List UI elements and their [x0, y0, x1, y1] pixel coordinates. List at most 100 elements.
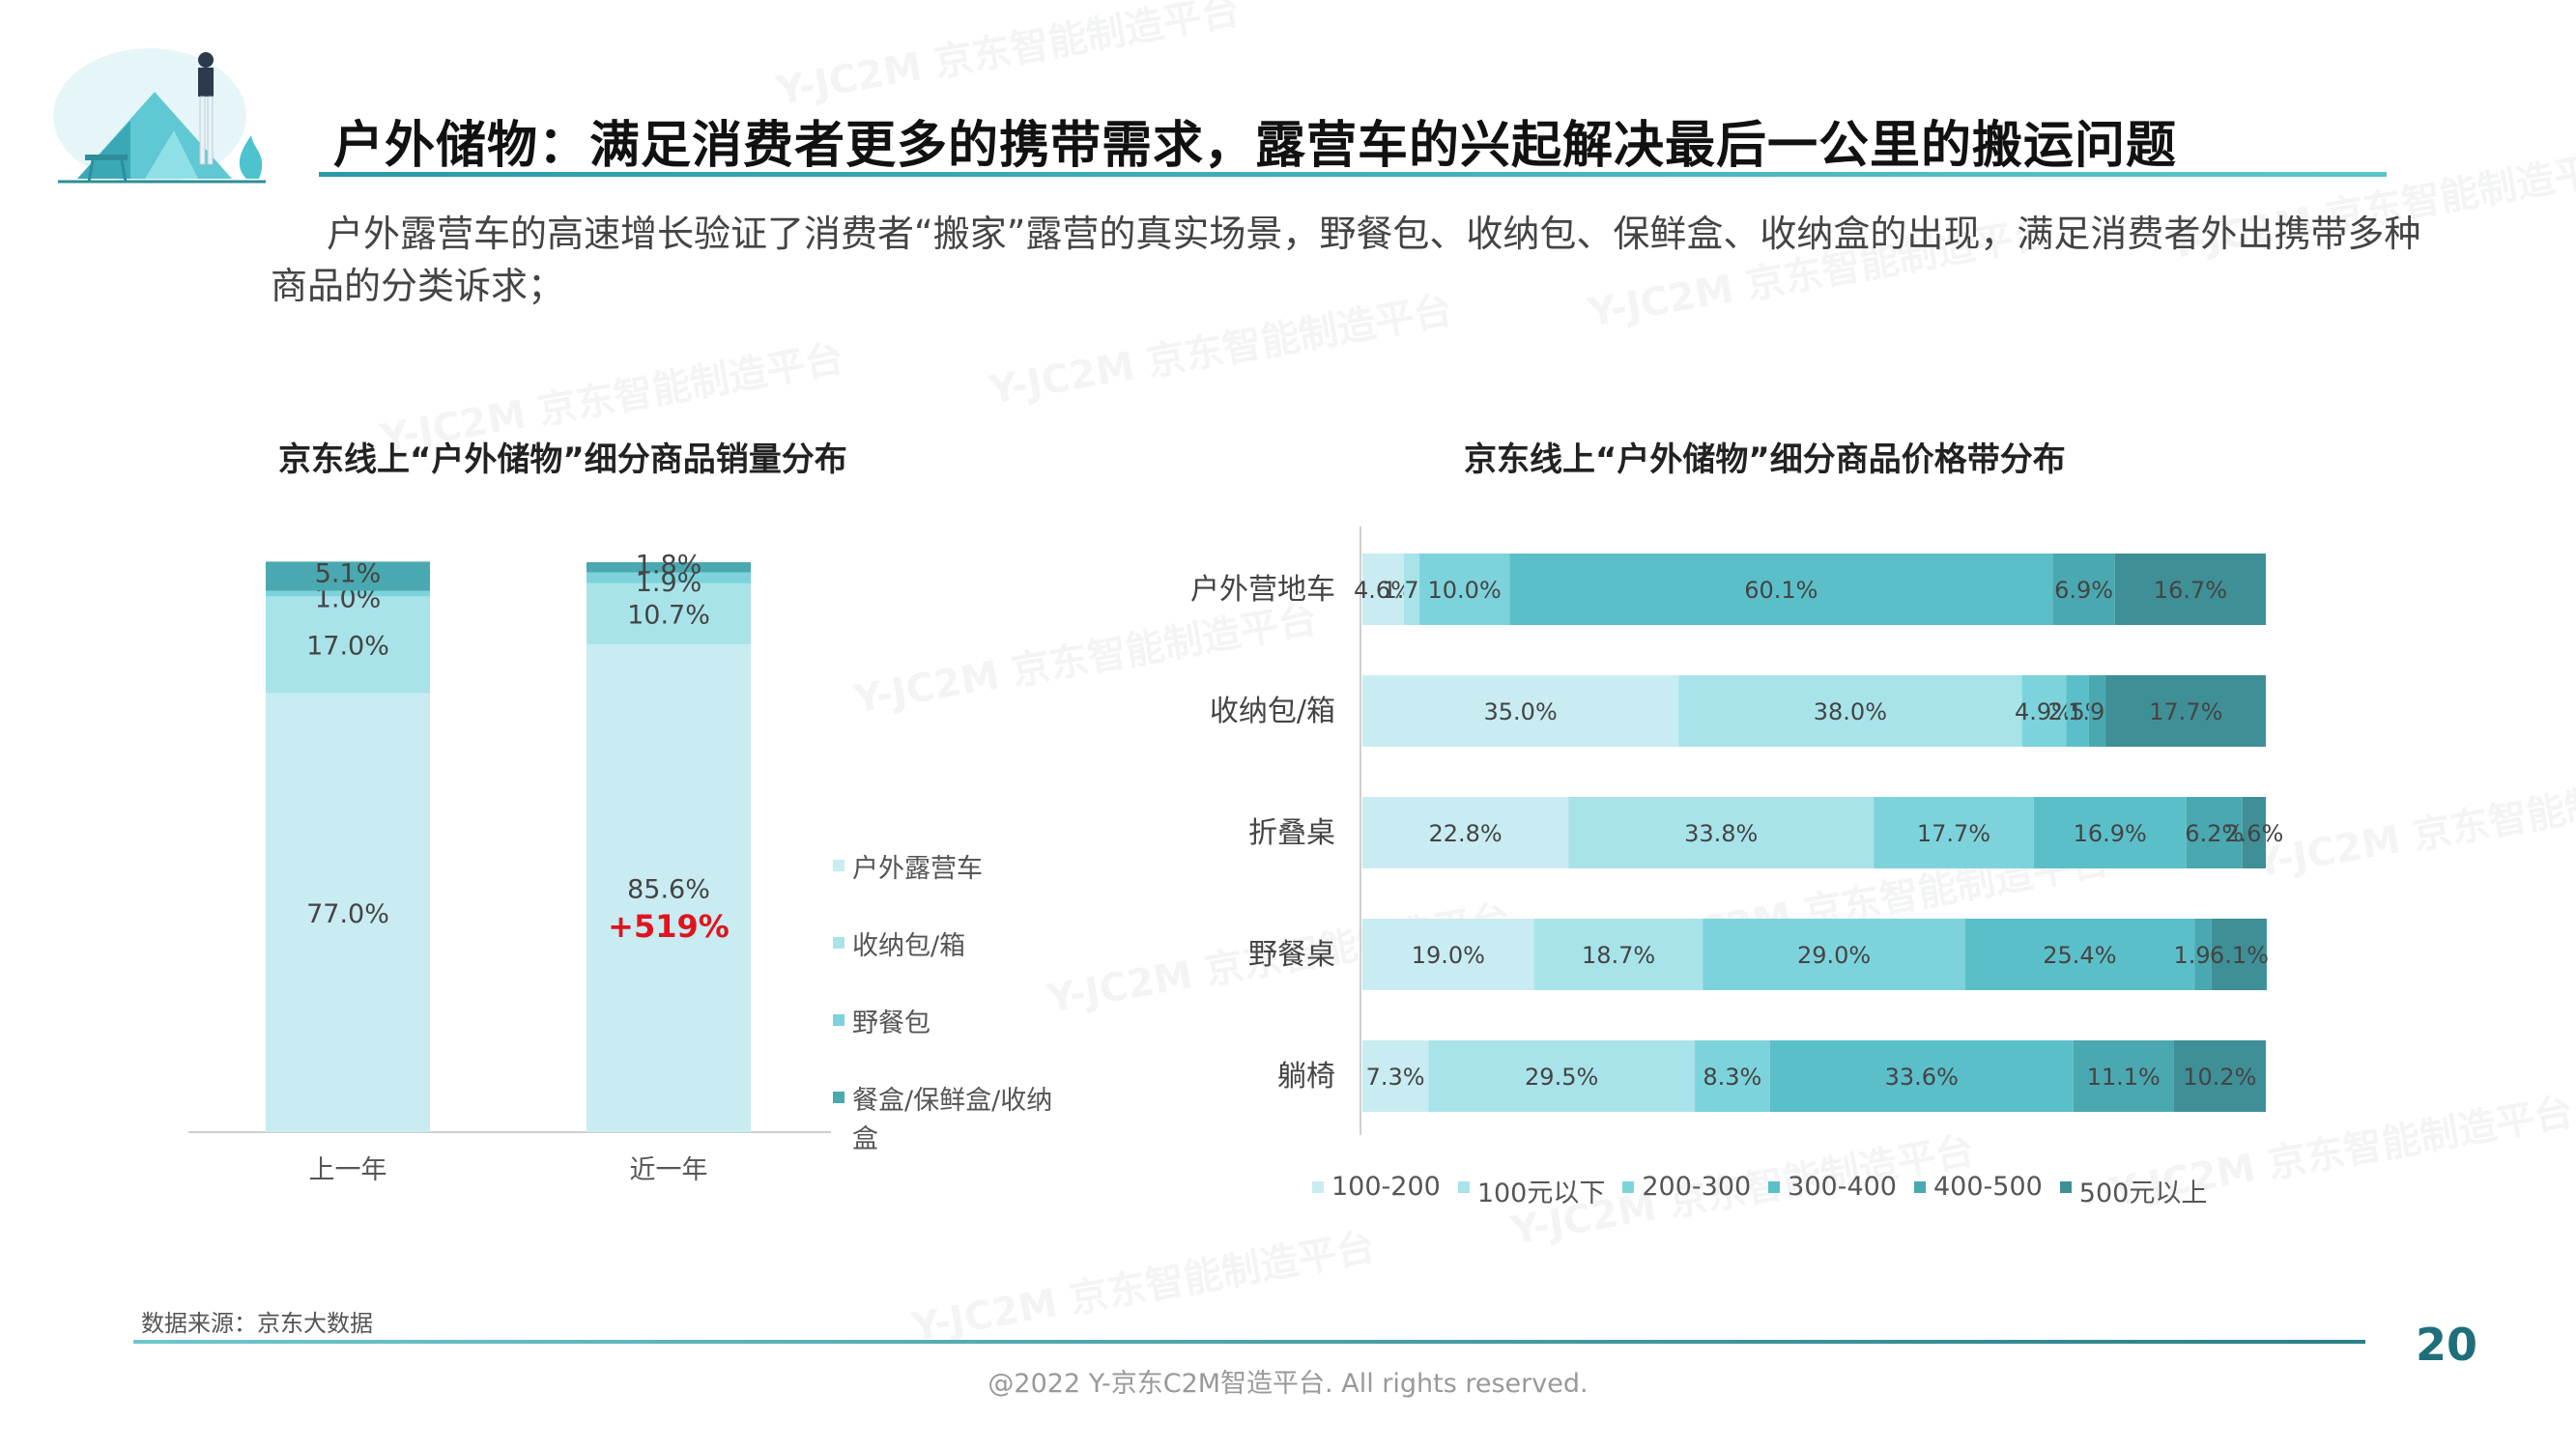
bar-segment: [1695, 1040, 1770, 1112]
bar-segment: [1874, 797, 2034, 868]
intro-paragraph: 户外露营车的高速增长验证了消费者“搬家”露营的真实场景，野餐包、收纳包、保鲜盒、…: [271, 213, 2421, 307]
legend-swatch: [1457, 1181, 1470, 1193]
data-label: 11.1%: [2087, 1064, 2161, 1091]
legend-item: 餐盒/保鲜盒/收纳盒: [833, 1082, 1065, 1159]
data-label: 4.9%: [2015, 698, 2074, 725]
left-chart-legend: 户外露营车 收纳包/箱 野餐包 餐盒/保鲜盒/收纳盒: [833, 850, 1065, 1198]
legend-swatch: [833, 1092, 844, 1103]
data-label: 19.0%: [1412, 942, 1485, 969]
x-tick-label: 近一年: [630, 1155, 708, 1185]
bar-segment: [587, 572, 751, 583]
data-label: 6.1%: [2210, 942, 2269, 969]
bar-segment: [266, 596, 430, 694]
data-label: 17.0%: [306, 632, 389, 662]
bar-segment: [2173, 1040, 2266, 1112]
data-label: 22.8%: [1428, 820, 1502, 847]
legend-label: 餐盒/保鲜盒/收纳盒: [852, 1086, 1053, 1154]
y-tick-label: 躺椅: [1277, 1060, 1335, 1094]
data-label: 25.4%: [2043, 942, 2116, 969]
data-label: 60.1%: [1744, 577, 1818, 604]
data-label: 77.0%: [306, 899, 389, 929]
bar-segment: [1362, 675, 1679, 747]
camping-illustration-icon: [53, 48, 266, 184]
bar-segment: [2033, 797, 2187, 868]
page-title: 户外储物：满足消费者更多的携带需求，露营车的兴起解决最后一公里的搬运问题: [333, 117, 2178, 175]
legend-item: 100-200: [1312, 1172, 1441, 1209]
watermark-text: Y-JC2M 京东智能制造平台: [773, 0, 1244, 114]
bar-segment: [2073, 1040, 2174, 1112]
bar-segment: [2105, 675, 2266, 747]
right-chart-title: 京东线上“户外储物”细分商品价格带分布: [1464, 440, 2066, 479]
legend-label: 200-300: [1642, 1172, 1752, 1202]
data-label: 35.0%: [1484, 698, 1558, 725]
page-number: 20: [2416, 1319, 2478, 1371]
legend-label: 100-200: [1331, 1172, 1441, 1202]
data-source-note: 数据来源：京东大数据: [141, 1310, 373, 1337]
legend-item: 100元以下: [1457, 1172, 1606, 1209]
bar-segment: [1428, 1040, 1696, 1112]
bar-segment: [266, 590, 430, 597]
bar-segment: [1404, 554, 1419, 625]
legend-item: 300-400: [1768, 1172, 1897, 1209]
data-label: 18.7%: [1582, 942, 1655, 969]
legend-swatch: [1768, 1181, 1781, 1193]
title-underline: [319, 172, 2387, 177]
bar-segment: [1418, 554, 1510, 625]
data-label: 8.3%: [1703, 1064, 1761, 1091]
data-label: 29.5%: [1525, 1064, 1598, 1091]
legend-swatch: [1622, 1181, 1635, 1193]
bar-segment: [1769, 1040, 2074, 1112]
left-chart-title: 京东线上“户外储物”细分商品销量分布: [278, 440, 847, 479]
legend-item: 400-500: [1913, 1172, 2043, 1209]
bar-segment: [1964, 919, 2195, 990]
data-label: 10.0%: [1428, 577, 1502, 604]
data-label: 16.7%: [2154, 577, 2227, 604]
watermark-text: Y-JC2M 京东智能制造平台: [908, 1225, 1379, 1350]
data-label: 16.9%: [2074, 820, 2147, 847]
bar-segment: [1703, 919, 1965, 990]
data-label: 17.7%: [2149, 698, 2222, 725]
bar-segment: [266, 693, 430, 1132]
legend-swatch: [833, 937, 844, 949]
data-label: 5.1%: [315, 558, 382, 588]
copyright-text: @2022 Y-京东C2M智造平台. All rights reserved.: [987, 1369, 1589, 1399]
legend-swatch: [2059, 1181, 2072, 1193]
bar-segment: [1568, 797, 1875, 868]
right-chart-legend: 100-200 100元以下 200-300 300-400 400-500 5…: [1312, 1172, 2207, 1209]
bar-segment: [587, 562, 751, 573]
data-label: 38.0%: [1814, 698, 1887, 725]
data-label: 29.0%: [1797, 942, 1871, 969]
legend-label: 400-500: [1932, 1172, 2043, 1202]
left-stacked-column-chart: 77.0%17.0%1.0%5.1%上一年85.6%10.7%1.9%1.8%近…: [188, 551, 831, 1185]
bar-segment: [2114, 554, 2266, 625]
y-tick-label: 收纳包/箱: [1210, 695, 1335, 728]
legend-label: 100元以下: [1476, 1179, 1606, 1208]
right-stacked-bar-chart: 户外营地车 4.6%1.7%10.0% 60.1% 6.9% 16.7%收纳包/箱 35.…: [1190, 526, 2283, 1135]
legend-item: 户外露营车: [833, 850, 1065, 889]
data-label: 4.6%: [1354, 577, 1413, 604]
data-label: 17.7%: [1917, 820, 1990, 847]
bar-segment: [2194, 919, 2212, 990]
data-label: 10.7%: [627, 600, 710, 630]
footer-line: [133, 1340, 2365, 1344]
bar-segment: [1533, 919, 1703, 990]
legend-label: 300-400: [1788, 1172, 1897, 1202]
bar-segment: [2066, 675, 2089, 747]
legend-swatch: [1913, 1181, 1926, 1193]
bar-segment: [1509, 554, 2053, 625]
legend-swatch: [833, 860, 844, 871]
data-label: 6.9%: [2054, 577, 2113, 604]
bar-segment: [2211, 919, 2267, 990]
bar-segment: [266, 561, 430, 591]
legend-label: 户外露营车: [852, 854, 983, 884]
y-tick-label: 户外营地车: [1190, 573, 1335, 607]
y-tick-label: 折叠桌: [1248, 816, 1335, 850]
bar-segment: [587, 643, 751, 1132]
legend-swatch: [1312, 1181, 1324, 1193]
bar-segment: [2186, 797, 2243, 868]
bar-segment: [2088, 675, 2106, 747]
legend-item: 野餐包: [833, 1005, 1065, 1043]
legend-label: 野餐包: [852, 1009, 930, 1038]
x-tick-label: 上一年: [309, 1155, 387, 1185]
bar-segment: [2242, 797, 2266, 868]
